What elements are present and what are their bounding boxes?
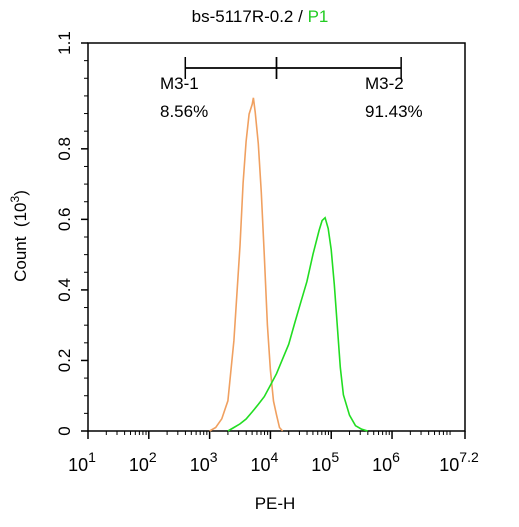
- title-sample: bs-5117R-0.2: [192, 7, 294, 26]
- x-tick-label: 107.2: [439, 449, 479, 475]
- x-tick-label: 104: [251, 449, 279, 475]
- title-separator: /: [293, 7, 307, 26]
- y-axis-label: Count (103): [8, 190, 30, 282]
- x-tick-label: 106: [372, 449, 400, 475]
- y-axis-unit-prefix: (10: [11, 202, 30, 227]
- x-tick-label: 105: [311, 449, 339, 475]
- x-tick-label: 103: [190, 449, 218, 475]
- x-tick-label: 102: [129, 449, 157, 475]
- marker-2-name: M3-2: [365, 74, 404, 93]
- histogram-series-1: [209, 97, 284, 432]
- marker-2-percent: 91.43%: [365, 102, 423, 121]
- x-axis-label: PE-H: [255, 494, 296, 513]
- marker-1-name: M3-1: [160, 74, 199, 93]
- y-tick-label: 0.6: [55, 208, 74, 232]
- histogram-series-2: [227, 216, 368, 432]
- marker-1-percent: 8.56%: [160, 102, 208, 121]
- title-gate: P1: [308, 7, 329, 26]
- y-axis-label-text: Count: [11, 236, 30, 282]
- x-tick-label: 101: [68, 449, 96, 475]
- y-axis-unit-exp: 3: [8, 195, 22, 202]
- chart-title: bs-5117R-0.2 / P1: [192, 7, 329, 26]
- y-tick-label: 1.1: [55, 31, 74, 55]
- y-tick-label: 0.4: [55, 278, 74, 302]
- y-tick-label: 0.2: [55, 349, 74, 373]
- y-tick-label: 0.8: [55, 137, 74, 161]
- y-axis-unit-suffix: ): [11, 190, 30, 196]
- y-tick-label: 0: [55, 426, 74, 435]
